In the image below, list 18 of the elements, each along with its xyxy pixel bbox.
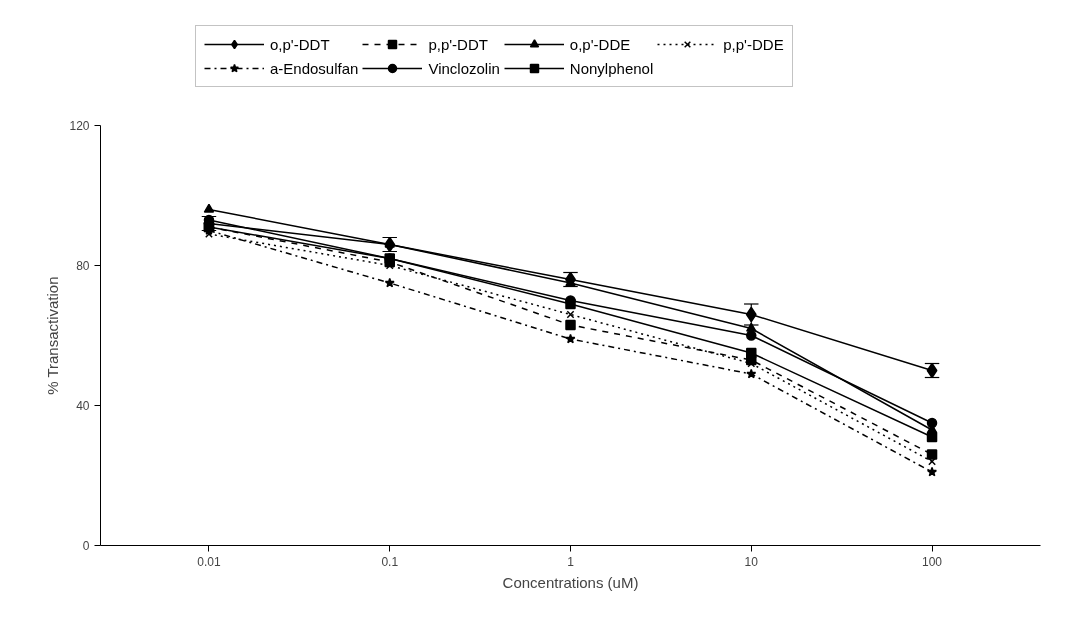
y-tick-label: 120	[69, 119, 90, 133]
x-tick-label: 0.1	[381, 554, 399, 569]
legend-label: Vinclozolin	[428, 59, 500, 77]
x-tick-label: 10	[744, 554, 759, 569]
x-tick-label: 1	[567, 554, 575, 569]
legend-label: p,p'-DDT	[428, 35, 488, 53]
legend-label: o,p'-DDE	[569, 35, 631, 53]
x-axis-title: Concentrations (uM)	[502, 573, 639, 591]
legend-label: Nonylphenol	[569, 59, 654, 77]
legend-label: a-Endosulfan	[270, 59, 359, 77]
legend-label: o,p'-DDT	[270, 35, 330, 53]
y-tick-label: 0	[82, 539, 90, 553]
y-axis-title: % Transactivation	[44, 276, 62, 395]
y-tick-label: 40	[76, 399, 90, 413]
y-tick-label: 80	[76, 259, 90, 273]
legend-label: p,p'-DDE	[723, 35, 784, 53]
x-tick-label: 0.01	[197, 554, 221, 569]
x-tick-label: 100	[922, 554, 943, 569]
